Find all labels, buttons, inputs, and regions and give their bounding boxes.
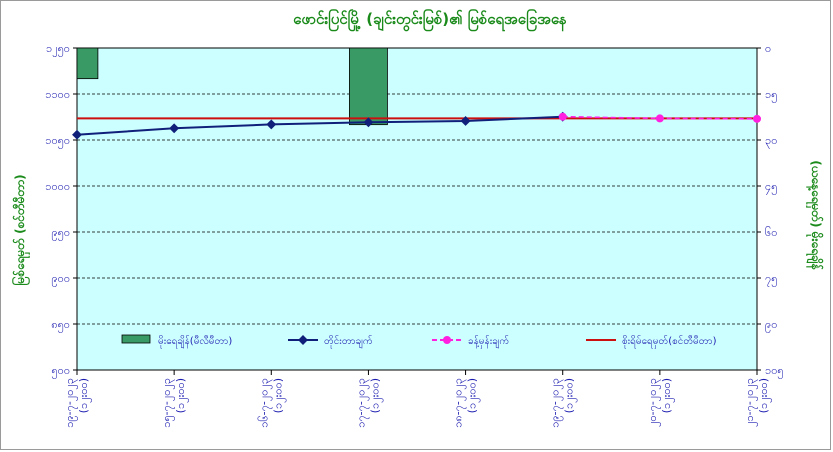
x-tick-time: (၁၂း၀၀) <box>368 378 383 413</box>
right-tick-label: ၉၀ <box>765 318 777 333</box>
x-tick-time: (၁၂း၀၀) <box>174 378 189 413</box>
right-tick-label: ၇၅ <box>765 272 777 287</box>
rainfall-bar <box>349 47 388 126</box>
series-lines <box>72 111 761 140</box>
x-tick-time: (၁၂း၀၀) <box>563 378 578 413</box>
x-tick-time: (၁၂း၀၀) <box>271 378 286 413</box>
forecast-point <box>753 114 761 123</box>
legend-swatch-rainfall <box>121 334 151 344</box>
x-tick-date: ၁၇-၇-၂၀၂၃ <box>354 378 369 428</box>
x-tick-time: (၁၂း၀၀) <box>660 378 675 413</box>
x-tick-time: (၁၂း၀၀) <box>757 378 772 413</box>
legend-label: တိုင်းတာချက် <box>324 334 373 349</box>
legend-label: မိုးရေချိန်(မီလီမီတာ) <box>158 334 232 349</box>
right-tick-label: ၁၀၅ <box>765 364 784 379</box>
left-tick-label: ၉၅၀ <box>51 226 70 241</box>
y-axis-right-label: (ယနေ့ရေမှတ်) မိုးရေချိန် <box>805 160 825 270</box>
y-axis-left-label: မြစ်ရေမှတ် (စင်တီမီတာ) <box>10 174 31 285</box>
legend: မိုးရေချိန်(မီလီမီတာ) တိုင်းတာချက် ခန့်မှန… <box>121 334 717 349</box>
left-tick-label: ၉၀၀ <box>51 272 70 287</box>
x-tick-time: (၁၂း၀၀) <box>77 378 92 413</box>
chart-title: ဖောင်းပြင်မြို့ (ချင်းတွင်းမြစ်)၏ မြစ်ရေ… <box>293 8 567 32</box>
forecast-point <box>655 114 664 123</box>
left-tick-label: ၁၂၅၀ <box>46 42 70 57</box>
rainfall-bar <box>76 47 99 80</box>
x-tick-date: ၂၁-၇-၂၀၂၃ <box>743 378 758 427</box>
right-tick-label: ၃၀ <box>765 134 777 149</box>
measured-point <box>169 123 180 134</box>
right-tick-label: ၀ <box>765 42 771 55</box>
legend-marker <box>443 336 451 344</box>
left-tick-label: ၅၀၀ <box>51 364 70 379</box>
grid-lines <box>77 93 757 325</box>
x-tick-time: (၁၂း၀၀) <box>466 378 481 413</box>
legend-label: စိုးရိမ်ရေမှတ်(စင်တီမီတာ) <box>622 334 717 349</box>
left-tick-label: ၁၁၀၀ <box>45 88 70 101</box>
x-tick-date: ၁၆-၇-၂၀၂၃ <box>257 378 272 428</box>
right-tick-label: ၁၅ <box>765 88 777 103</box>
x-tick-date: ၁၉-၇-၂၀၂၃ <box>549 378 564 428</box>
left-tick-label: ၁၀၀၀ <box>45 180 70 193</box>
measured-line <box>76 115 563 136</box>
legend-label: ခန့်မှန်းချက် <box>468 334 509 349</box>
x-tick-date: ၁၅-၇-၂၀၂၃ <box>160 378 175 428</box>
x-tick-date: ၁၈-၇-၂၀၂၃ <box>452 378 467 428</box>
measured-point <box>72 129 82 140</box>
plot-area <box>76 47 758 371</box>
x-tick-date: ၁၉-၇-၂၀၂၃ <box>63 378 78 428</box>
left-tick-label: ၈၅၀ <box>51 318 70 333</box>
right-tick-label: ၆၀ <box>765 226 777 239</box>
left-tick-label: ၁၀၅၀ <box>45 134 70 149</box>
legend-marker <box>298 335 308 345</box>
x-axis-ticks: ၁၉-၇-၂၀၂၃ (၁၂း၀၀) ၁၅-၇-၂၀၂၃ (၁၂း၀၀) ၁၆-၇-၂၀၂… <box>63 370 772 428</box>
x-tick-date: ၂၀-၇-၂၀၂၃ <box>646 378 661 427</box>
right-tick-label: ၄၅ <box>765 180 777 195</box>
forecast-point <box>558 112 567 121</box>
